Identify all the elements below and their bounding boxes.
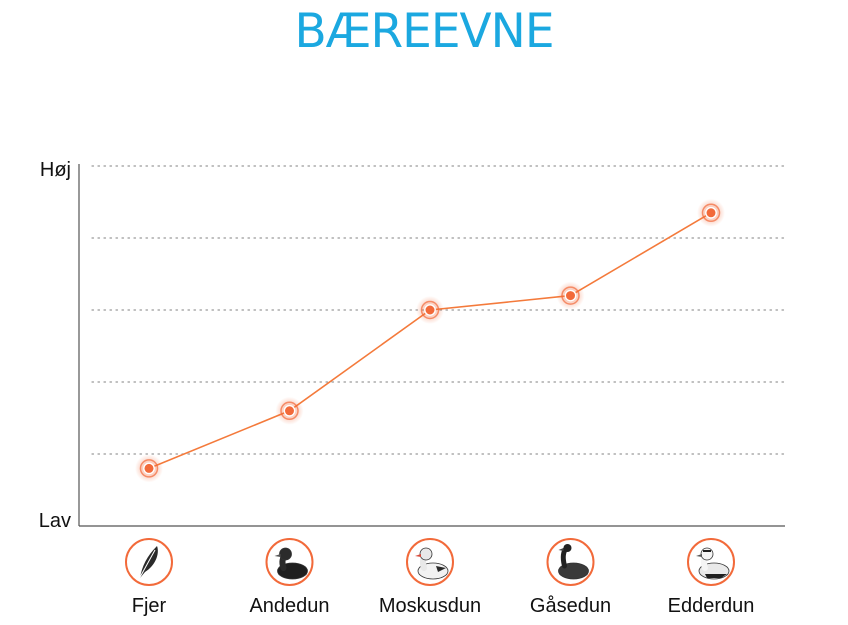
data-point-dot [283,404,296,417]
bird-head [279,547,292,561]
goose-icon [546,538,595,586]
data-point-andedun [275,396,304,425]
bird-bill [274,554,281,557]
bird-bill [696,554,702,557]
data-point-ring [561,286,580,305]
data-points [135,198,725,483]
icon-art [696,547,730,580]
data-point-ring [420,300,440,320]
icon-art [415,547,449,580]
chart-title: BÆREEVNE [294,4,554,59]
duck-icon [265,538,314,586]
data-point-ring [280,401,299,421]
bird-bill [558,548,564,551]
data-point-dot [705,206,717,219]
data-point-fjer [135,454,163,483]
icon-art [274,547,308,580]
data-point-edderdun [697,198,725,227]
bird-head [563,544,572,552]
category-label-andedun: Andedun [249,595,329,617]
category-label-gåsedun: Gåsedun [530,595,611,617]
category-labels: Fjer Andedun Moskusdun Gåsedun Edderdun [132,595,755,617]
data-point-dot [143,462,155,475]
bird-belly [705,574,727,578]
data-point-ring [701,203,721,223]
data-point-ring [139,459,159,478]
bird-head [419,547,433,561]
data-point-dot [424,304,436,316]
category-label-moskusdun: Moskusdun [379,595,481,617]
y-tick-label-high: Høj [40,159,71,181]
data-point-gåsedun [556,281,585,310]
category-label-fjer: Fjer [132,595,167,617]
icon-art [138,546,158,580]
bird-head [700,547,714,561]
bird-cap [703,550,711,552]
bird-bill [415,554,421,557]
eider-duck-icon [687,538,735,586]
feather-icon [125,538,173,586]
feather-shaft [138,549,156,580]
bird-wing [436,566,446,572]
category-icons [125,538,735,586]
icon-art [558,544,589,580]
y-tick-label-low: Lav [39,510,71,532]
axes: Høj Lav [39,159,785,532]
data-point-dot [564,289,577,302]
data-point-moskusdun [416,296,444,324]
category-label-edderdun: Edderdun [668,595,755,617]
series-polyline [148,212,712,470]
muscovy-duck-icon [406,538,454,586]
series-line [148,212,712,470]
